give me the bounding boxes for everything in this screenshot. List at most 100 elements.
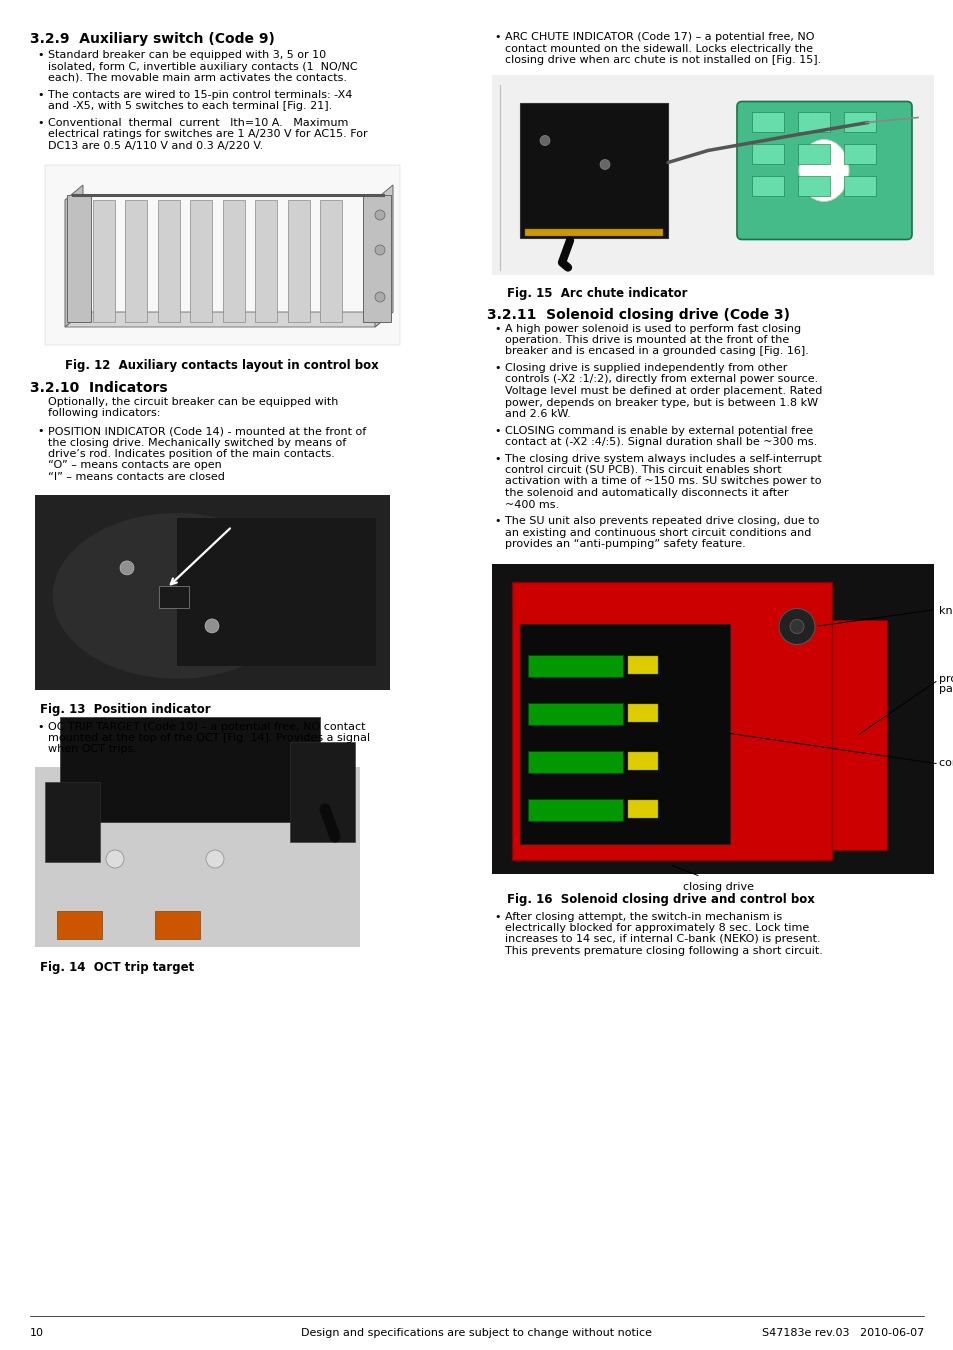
Bar	[797, 176, 829, 196]
Text: ~400 ms.: ~400 ms.	[504, 500, 558, 509]
Bar	[159, 586, 189, 608]
Text: 3.2.9  Auxiliary switch (Code 9): 3.2.9 Auxiliary switch (Code 9)	[30, 32, 274, 46]
Bar	[527, 655, 622, 676]
Text: Fig. 15  Arc chute indicator: Fig. 15 Arc chute indicator	[506, 288, 687, 301]
Text: A high power solenoid is used to perform fast closing: A high power solenoid is used to perform…	[504, 324, 801, 333]
Text: •: •	[494, 324, 500, 333]
Bar	[177, 518, 375, 666]
Text: provides an “anti-pumping” safety feature.: provides an “anti-pumping” safety featur…	[504, 539, 745, 549]
Text: POSITION INDICATOR (Code 14) - mounted at the front of: POSITION INDICATOR (Code 14) - mounted a…	[48, 427, 366, 436]
Text: •: •	[37, 50, 44, 59]
Bar	[126, 200, 148, 323]
Text: power, depends on breaker type, but is between 1.8 kW: power, depends on breaker type, but is b…	[504, 397, 818, 408]
Text: contact at (-X2 :4/:5). Signal duration shall be ~300 ms.: contact at (-X2 :4/:5). Signal duration …	[504, 437, 817, 447]
Bar	[527, 798, 622, 821]
Bar	[831, 620, 886, 849]
Text: controls (-X2 :1/:2), directly from external power source.: controls (-X2 :1/:2), directly from exte…	[504, 374, 818, 385]
Circle shape	[205, 618, 219, 633]
Text: 3.2.10  Indicators: 3.2.10 Indicators	[30, 381, 168, 396]
Text: •: •	[494, 32, 500, 42]
Text: contact mounted on the sidewall. Locks electrically the: contact mounted on the sidewall. Locks e…	[504, 43, 812, 54]
Text: ARC CHUTE INDICATOR (Code 17) – a potential free, NO: ARC CHUTE INDICATOR (Code 17) – a potent…	[504, 32, 814, 42]
Bar	[627, 656, 658, 674]
Text: each). The movable main arm activates the contacts.: each). The movable main arm activates th…	[48, 73, 347, 82]
Text: when OCT trips.: when OCT trips.	[48, 744, 137, 755]
Circle shape	[120, 560, 133, 575]
Bar	[363, 194, 391, 323]
Circle shape	[599, 159, 609, 170]
Bar	[751, 143, 783, 163]
Text: “I” – means contacts are closed: “I” – means contacts are closed	[48, 472, 225, 482]
Bar	[627, 703, 658, 721]
Text: This prevents premature closing following a short circuit.: This prevents premature closing followin…	[504, 946, 822, 956]
Bar	[288, 200, 310, 323]
FancyBboxPatch shape	[737, 101, 911, 239]
Bar	[843, 176, 875, 196]
Bar	[797, 143, 829, 163]
Bar	[527, 702, 622, 725]
Text: •: •	[37, 89, 44, 100]
Polygon shape	[65, 312, 393, 327]
Bar	[191, 200, 213, 323]
Circle shape	[375, 244, 385, 255]
Ellipse shape	[52, 513, 301, 679]
Text: The closing drive system always includes a self-interrupt: The closing drive system always includes…	[504, 454, 821, 463]
Text: •: •	[494, 425, 500, 436]
Ellipse shape	[799, 139, 848, 201]
Circle shape	[779, 609, 814, 644]
Text: Fig. 16  Solenoid closing drive and control box: Fig. 16 Solenoid closing drive and contr…	[506, 894, 814, 906]
Text: 3.2.11  Solenoid closing drive (Code 3): 3.2.11 Solenoid closing drive (Code 3)	[486, 308, 789, 321]
Text: CLOSING command is enable by external potential free: CLOSING command is enable by external po…	[504, 425, 812, 436]
Text: Conventional  thermal  current   Ith=10 A.   Maximum: Conventional thermal current Ith=10 A. M…	[48, 117, 348, 127]
Bar	[492, 74, 933, 274]
Text: After closing attempt, the switch-in mechanism is: After closing attempt, the switch-in mec…	[504, 911, 781, 922]
Text: control circuit (SU PCB). This circuit enables short: control circuit (SU PCB). This circuit e…	[504, 464, 781, 475]
Text: Design and specifications are subject to change without notice: Design and specifications are subject to…	[301, 1328, 652, 1338]
Bar	[255, 200, 277, 323]
Bar	[290, 743, 355, 842]
Circle shape	[789, 620, 803, 633]
Text: The contacts are wired to 15-pin control terminals: -X4: The contacts are wired to 15-pin control…	[48, 89, 352, 100]
Text: “O” – means contacts are open: “O” – means contacts are open	[48, 460, 221, 471]
Text: Optionally, the circuit breaker can be equipped with: Optionally, the circuit breaker can be e…	[48, 397, 338, 406]
Bar	[797, 112, 829, 131]
Bar	[843, 143, 875, 163]
Text: Standard breaker can be equipped with 3, 5 or 10: Standard breaker can be equipped with 3,…	[48, 50, 326, 59]
Text: Fig. 12  Auxiliary contacts layout in control box: Fig. 12 Auxiliary contacts layout in con…	[65, 359, 378, 373]
Bar	[223, 200, 245, 323]
Bar	[751, 112, 783, 131]
Bar	[627, 799, 658, 818]
Text: Fig. 14  OCT trip target: Fig. 14 OCT trip target	[40, 961, 194, 973]
Text: isolated, form C, invertible auxiliary contacts (1  NO/NC: isolated, form C, invertible auxiliary c…	[48, 62, 357, 72]
Text: breaker and is encased in a grounded casing [Fig. 16].: breaker and is encased in a grounded cas…	[504, 347, 808, 356]
Text: increases to 14 sec, if internal C-bank (NEKO) is present.: increases to 14 sec, if internal C-bank …	[504, 934, 820, 945]
Polygon shape	[375, 185, 393, 327]
Bar	[519, 624, 729, 844]
Bar	[751, 176, 783, 196]
Text: Fig. 13  Position indicator: Fig. 13 Position indicator	[40, 703, 211, 717]
Bar	[320, 200, 342, 323]
Text: 10: 10	[30, 1328, 44, 1338]
Text: Closing drive is supplied independently from other: Closing drive is supplied independently …	[504, 363, 786, 373]
Text: the solenoid and automatically disconnects it after: the solenoid and automatically disconnec…	[504, 487, 788, 498]
Bar	[154, 911, 200, 940]
Text: •: •	[37, 427, 44, 436]
Bar	[92, 200, 115, 323]
Text: knob: knob	[938, 606, 953, 616]
Text: operation. This drive is mounted at the front of the: operation. This drive is mounted at the …	[504, 335, 788, 346]
Text: an existing and continuous short circuit conditions and: an existing and continuous short circuit…	[504, 528, 810, 537]
Text: electrically blocked for approximately 8 sec. Lock time: electrically blocked for approximately 8…	[504, 923, 808, 933]
Text: and -X5, with 5 switches to each terminal [Fig. 21].: and -X5, with 5 switches to each termina…	[48, 101, 332, 111]
Bar	[524, 228, 662, 235]
Bar	[627, 752, 658, 769]
Text: following indicators:: following indicators:	[48, 409, 160, 418]
Text: OC TRIP TARGET (Code 10) – a potential free, NO contact: OC TRIP TARGET (Code 10) – a potential f…	[48, 721, 365, 732]
Circle shape	[106, 850, 124, 868]
Text: protection: protection	[938, 674, 953, 683]
Bar	[492, 563, 933, 873]
Bar	[527, 751, 622, 772]
Bar	[519, 103, 667, 238]
Bar	[45, 165, 399, 346]
Circle shape	[539, 135, 550, 146]
Bar	[45, 782, 100, 863]
